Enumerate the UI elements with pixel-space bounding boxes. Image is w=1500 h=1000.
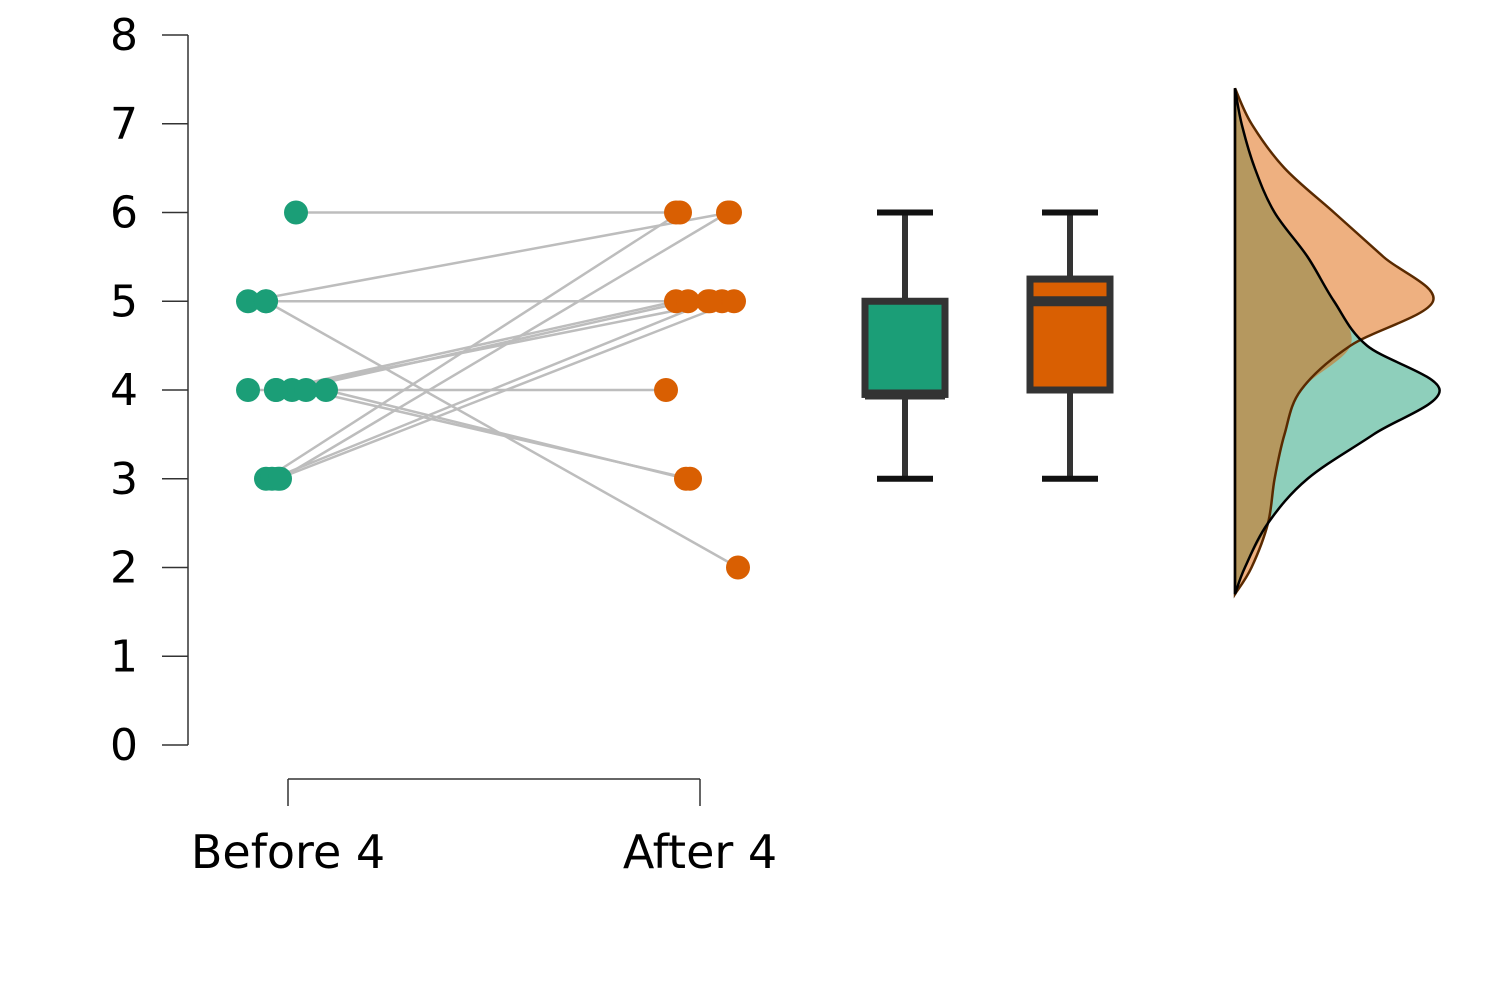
after-point xyxy=(716,200,740,225)
pair-line xyxy=(291,300,689,392)
before-point xyxy=(294,378,318,402)
pair-line xyxy=(275,300,723,392)
after-point xyxy=(726,555,750,580)
x-category-label: After 4 xyxy=(623,825,777,879)
before-point xyxy=(314,378,338,402)
after-point xyxy=(674,466,698,491)
pair-line xyxy=(275,300,677,392)
boxplots xyxy=(861,209,1114,482)
data-points xyxy=(236,200,750,580)
pair-line xyxy=(277,300,735,480)
before-density-outline xyxy=(1233,88,1441,595)
pair-line xyxy=(325,388,687,480)
pair-line xyxy=(265,211,681,480)
after-point xyxy=(722,289,746,314)
y-tick-label: 5 xyxy=(110,276,138,327)
y-tick-label: 7 xyxy=(110,99,138,150)
after-point xyxy=(668,200,692,225)
y-axis: 0 1 2 3 4 5 6 7 8 xyxy=(110,10,189,771)
before-point xyxy=(236,378,260,402)
density-plots xyxy=(1233,87,1441,599)
y-tick-label: 8 xyxy=(110,10,138,61)
pair-line xyxy=(271,300,711,480)
x-axis: Before 4 After 4 xyxy=(191,778,777,879)
y-tick-label: 3 xyxy=(110,454,138,505)
y-tick-label: 6 xyxy=(110,188,138,239)
pair-line xyxy=(279,211,729,480)
x-category-label: Before 4 xyxy=(191,825,385,879)
y-tick-label: 2 xyxy=(110,543,138,594)
after-point xyxy=(676,289,700,314)
overlap-density xyxy=(1235,88,1352,595)
y-tick-label: 4 xyxy=(110,365,138,416)
pair-line xyxy=(247,211,731,303)
box-iqr xyxy=(1026,275,1114,394)
before-point xyxy=(284,200,308,225)
box-iqr xyxy=(861,297,949,398)
after-point xyxy=(698,289,722,314)
y-tick-label: 0 xyxy=(110,720,138,771)
after-point xyxy=(654,378,678,402)
before-point xyxy=(236,289,260,314)
before-point xyxy=(254,289,278,314)
pair-lines xyxy=(247,211,739,569)
before-point xyxy=(264,378,288,402)
before-point xyxy=(268,466,292,491)
y-tick-label: 1 xyxy=(110,631,138,682)
